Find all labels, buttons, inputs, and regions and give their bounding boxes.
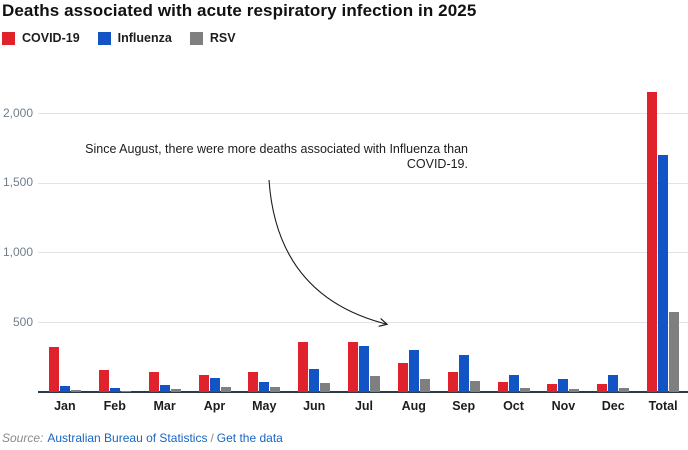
gridline-1500 [38,182,688,184]
y-axis-tick-label: 1,500 [2,175,33,190]
bar-rsv-sep [469,381,480,392]
bar-rsv-aug [419,379,430,392]
bar-influenza-nov [558,379,569,392]
bar-influenza-sep [458,355,469,392]
bar-rsv-dec [619,388,630,392]
bar-rsv-apr [220,387,231,392]
bar-influenza-oct [508,375,519,392]
x-axis-label-feb: Feb [103,399,126,413]
source-separator: / [210,431,214,445]
gridline-1000 [38,252,688,254]
x-axis-label-aug: Aug [401,399,426,413]
bar-influenza-dec [608,375,619,392]
bar-rsv-jan [70,390,81,392]
bar-covid-19-aug [397,363,408,392]
bar-covid-19-oct [497,382,508,392]
bar-covid-19-jan [48,347,59,392]
bar-covid-19-mar [148,372,159,392]
gridline-500 [38,322,688,324]
x-axis-label-dec: Dec [601,399,625,413]
x-axis-label-apr: Apr [203,399,226,413]
x-axis-label-sep: Sep [452,399,476,413]
bar-influenza-mar [159,385,170,392]
bar-rsv-mar [170,389,181,392]
x-axis-label-nov: Nov [551,399,576,413]
y-axis-tick-label: 1,000 [2,245,33,260]
bar-covid-19-apr [198,375,209,392]
bar-rsv-feb [120,391,131,392]
bar-influenza-jun [309,369,320,392]
bar-influenza-total [658,155,669,392]
x-axis-label-may: May [252,399,277,413]
bar-covid-19-feb [98,370,109,392]
x-axis-label-oct: Oct [503,399,524,413]
annotation-text: Since August, there were more deaths ass… [48,142,468,172]
bar-covid-19-jul [348,342,358,392]
legend-label: Influenza [117,31,172,45]
bar-covid-19-jun [298,342,309,392]
legend-item-rsv: RSV [189,31,236,45]
chart-title: Deaths associated with acute respiratory… [2,1,477,20]
source-link-get-data[interactable]: Get the data [216,431,283,445]
gridline-2000 [38,112,688,114]
bar-influenza-aug [408,350,419,392]
bar-influenza-apr [209,378,220,392]
bar-covid-19-sep [447,372,458,392]
x-axis-label-mar: Mar [153,399,176,413]
x-axis-label-jun: Jun [303,399,326,413]
bar-rsv-jul [370,376,380,392]
annotation-line-1: Since August, there were more deaths ass… [85,142,468,156]
bar-rsv-total [669,312,680,392]
annotation-line-2: COVID-19. [406,157,468,171]
legend-item-influenza: Influenza [97,31,172,45]
source-link-abs[interactable]: Australian Bureau of Statistics [47,431,208,445]
bar-influenza-may [259,382,270,392]
legend-item-covid-19: COVID-19 [2,31,80,45]
plot-area: 500 1,000 1,500 2,000 Jan Feb Mar Apr May Jun Jul A… [0,60,688,450]
y-axis-tick-label: 500 [12,315,33,330]
bar-rsv-nov [569,389,580,392]
legend-swatch [2,31,15,45]
source-prefix: Source: [2,431,44,445]
y-axis-tick-label: 2,000 [2,105,33,120]
bar-covid-19-total [647,92,658,392]
bar-influenza-jan [59,386,70,392]
bar-influenza-jul [359,346,369,392]
bar-rsv-may [270,387,281,392]
x-axis-baseline [38,391,688,393]
x-axis-label-jul: Jul [354,399,374,413]
bar-covid-19-may [248,372,259,392]
bar-rsv-oct [519,388,530,392]
legend-swatch [189,31,203,45]
x-axis-label-jan: Jan [54,399,76,413]
bar-influenza-feb [109,388,120,392]
legend: COVID-19 Influenza RSV [2,31,254,45]
x-axis-label-total: Total [648,399,678,413]
legend-swatch [97,31,111,45]
legend-label: COVID-19 [22,31,80,45]
bar-covid-19-dec [597,384,608,392]
bar-covid-19-nov [547,384,558,392]
source-row: Source: Australian Bureau of Statistics / G… [2,431,283,445]
bar-rsv-jun [320,383,331,392]
legend-label: RSV [209,31,236,45]
